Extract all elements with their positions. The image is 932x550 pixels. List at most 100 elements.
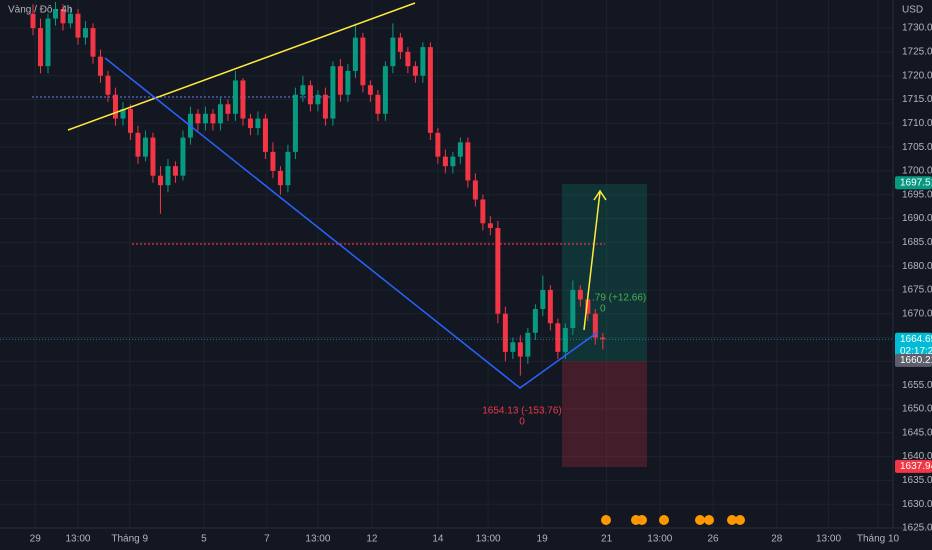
candle-body <box>150 137 156 176</box>
event-icon <box>601 515 611 525</box>
candle-body <box>570 289 576 329</box>
y-tick-label: 1710.00 <box>902 118 932 129</box>
candle-body <box>390 37 396 67</box>
x-tick-label: 13:00 <box>476 534 501 545</box>
chart-title: Vàng / Đô · 4h <box>8 5 72 16</box>
candle-body <box>217 104 223 124</box>
candle-body <box>360 37 366 86</box>
candle-body <box>277 170 283 186</box>
x-tick-label: 5 <box>201 534 207 545</box>
candle-body <box>285 151 291 186</box>
candle-body <box>495 228 501 314</box>
candle-body <box>525 332 531 357</box>
y-tick-label: 1715.00 <box>902 94 932 105</box>
x-tick-label: 26 <box>707 534 719 545</box>
candle-body <box>465 142 471 181</box>
candle-body <box>300 85 306 95</box>
candle-body <box>345 70 351 95</box>
candle-body <box>135 132 141 157</box>
y-tick-label: 1720.00 <box>902 70 932 81</box>
candle-body <box>487 223 493 229</box>
candle-body <box>517 342 523 357</box>
candle-body <box>330 66 336 119</box>
candle-body <box>510 342 516 352</box>
candle-body <box>555 323 561 352</box>
candle-body <box>240 80 246 119</box>
price-badge <box>895 353 932 367</box>
candle-body <box>427 47 433 133</box>
event-icon <box>727 515 737 525</box>
x-tick-label: 13:00 <box>65 534 90 545</box>
y-tick-label: 1630.00 <box>902 499 932 510</box>
event-icons <box>601 515 745 525</box>
candle-body <box>450 156 456 167</box>
x-tick-label: Tháng 9 <box>111 534 148 545</box>
candle-body <box>247 118 253 129</box>
price-badge-label: 1637.94 <box>900 461 932 472</box>
annotation: 0 <box>519 417 525 428</box>
grid <box>0 0 893 529</box>
x-tick-label: 13:00 <box>305 534 330 545</box>
price-badge <box>895 176 932 190</box>
annotation: .79 (+12.66) <box>592 293 646 304</box>
price-badge <box>895 332 932 359</box>
candle-body <box>322 94 328 119</box>
candle-body <box>82 28 88 38</box>
candle-body <box>457 142 463 157</box>
candle-body <box>270 151 276 171</box>
candles <box>30 1 606 376</box>
candle-body <box>97 56 103 76</box>
candle-body <box>382 66 388 114</box>
candle-body <box>180 137 186 176</box>
x-tick-label: 12 <box>366 534 378 545</box>
event-icon <box>695 515 705 525</box>
candle-body <box>120 109 126 119</box>
candle-body <box>367 85 373 95</box>
price-badge-label: 1660.21 <box>900 355 932 366</box>
y-tick-label: 1655.00 <box>902 380 932 391</box>
candle-body <box>105 75 111 95</box>
candle-body <box>397 37 403 52</box>
candle-body <box>472 180 478 200</box>
candle-body <box>225 104 231 114</box>
price-badge-label: 1697.51 <box>900 177 932 188</box>
x-tick-label: 19 <box>537 534 549 545</box>
candle-body <box>210 113 216 124</box>
candle-body <box>195 113 201 124</box>
countdown: 02:17:25 <box>900 346 932 357</box>
trend-line <box>67 2 416 131</box>
candle-body <box>67 13 73 24</box>
candle-body <box>90 28 96 57</box>
candle-body <box>352 37 358 71</box>
candle-body <box>292 94 298 152</box>
x-tick-label: 13:00 <box>816 534 841 545</box>
candle-body <box>600 337 606 340</box>
price-axis <box>893 0 932 550</box>
candle-body <box>232 80 238 114</box>
candle-body <box>172 166 178 176</box>
y-tick-label: 1725.00 <box>902 47 932 58</box>
candle-body <box>30 13 36 29</box>
candle-body <box>255 118 261 129</box>
y-tick-label: 1705.00 <box>902 142 932 153</box>
candle-body <box>307 85 313 105</box>
candle-body <box>165 166 171 186</box>
wave-line <box>104 57 599 389</box>
y-tick-label: 1675.00 <box>902 285 932 296</box>
candle-body <box>127 109 133 133</box>
candle-body <box>202 113 208 124</box>
y-tick-label: 1670.00 <box>902 308 932 319</box>
event-icon <box>735 515 745 525</box>
x-tick-label: 14 <box>432 534 444 545</box>
candle-body <box>60 9 66 24</box>
annotation: 0 <box>600 304 606 315</box>
price-badge-label: 1664.65 <box>900 334 932 345</box>
y-tick-label: 1695.00 <box>902 189 932 200</box>
x-tick-label: 7 <box>264 534 270 545</box>
x-tick-label: 13:00 <box>647 534 672 545</box>
arrow-head <box>593 189 607 201</box>
profit-zone <box>562 184 647 361</box>
y-tick-label: 1685.00 <box>902 237 932 248</box>
candle-body <box>52 9 58 19</box>
